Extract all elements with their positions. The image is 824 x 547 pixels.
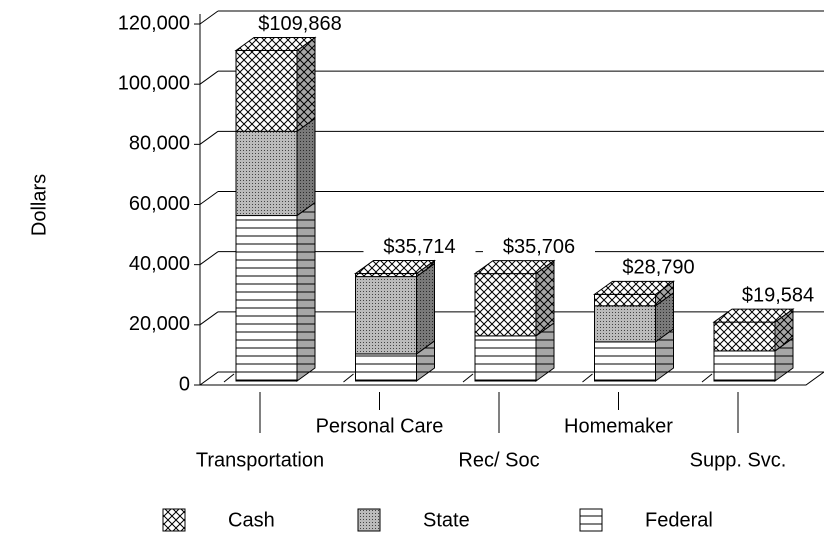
floor-divider bbox=[462, 373, 474, 383]
x-tick-label: Rec/ Soc bbox=[458, 449, 539, 471]
x-tick-label: Personal Care bbox=[316, 415, 444, 437]
total-label: $35,706 bbox=[503, 236, 575, 258]
bar-segment bbox=[474, 335, 537, 382]
floor-divider bbox=[223, 373, 235, 383]
legend-label: State bbox=[423, 509, 470, 531]
y-tick-label: 40,000 bbox=[129, 253, 190, 275]
x-tick-label: Homemaker bbox=[564, 415, 673, 437]
bar-side-shade bbox=[536, 322, 554, 381]
total-label: $28,790 bbox=[622, 257, 694, 279]
bar-segment bbox=[594, 305, 656, 343]
total-label-bg bbox=[483, 235, 595, 260]
y-tick-label: 120,000 bbox=[118, 12, 190, 34]
bar-segment bbox=[594, 293, 656, 307]
total-label-bg bbox=[363, 235, 476, 260]
bar-segment bbox=[235, 49, 298, 132]
y-tick-label: 100,000 bbox=[118, 72, 190, 94]
legend-label: Cash bbox=[228, 509, 275, 531]
bar-top bbox=[234, 36, 317, 51]
y-tick-label: 60,000 bbox=[129, 193, 190, 215]
grid-line bbox=[199, 130, 219, 145]
total-label-bg bbox=[244, 12, 356, 37]
bar-segment bbox=[355, 353, 417, 382]
bar-segment bbox=[594, 341, 656, 382]
total-label-bg bbox=[722, 284, 824, 309]
bar-segment bbox=[235, 215, 298, 382]
floor-divider bbox=[582, 373, 593, 383]
bar-segment bbox=[713, 350, 776, 382]
bar-segment bbox=[355, 276, 417, 355]
bar-side-shade bbox=[416, 260, 435, 277]
bar-side-shade bbox=[297, 118, 315, 216]
floor-divider bbox=[701, 373, 713, 383]
bar-segment bbox=[713, 321, 776, 352]
grid-line bbox=[199, 191, 219, 205]
bar-side-shade bbox=[775, 337, 793, 381]
bar-top bbox=[353, 260, 437, 275]
legend-swatch bbox=[579, 508, 603, 532]
grid-line bbox=[199, 311, 219, 326]
floor-divider bbox=[343, 373, 354, 383]
y-tick-label: 0 bbox=[179, 373, 190, 395]
legend-label: Federal bbox=[645, 509, 713, 531]
legend-swatch bbox=[162, 508, 186, 532]
bar-side-shade bbox=[775, 309, 793, 351]
total-label: $109,868 bbox=[258, 13, 341, 35]
bar-top bbox=[473, 260, 556, 275]
x-tick-label: Transportation bbox=[196, 449, 324, 471]
grid-line bbox=[199, 70, 219, 85]
y-tick-label: 20,000 bbox=[129, 313, 190, 335]
bar-side-shade bbox=[655, 328, 674, 381]
bar-side-shade bbox=[297, 202, 315, 381]
total-label: $19,584 bbox=[742, 284, 814, 306]
bar-top bbox=[592, 280, 676, 295]
floor bbox=[198, 371, 824, 386]
bar-top bbox=[712, 308, 795, 323]
legend-swatch bbox=[357, 508, 381, 532]
total-label-bg bbox=[602, 256, 715, 281]
bar-side-shade bbox=[416, 263, 435, 354]
bar-side-shade bbox=[655, 292, 674, 342]
bar-side-shade bbox=[536, 260, 554, 336]
bar-segment bbox=[235, 130, 298, 217]
grid-line bbox=[199, 251, 219, 266]
x-tick-label: Supp. Svc. bbox=[690, 449, 787, 471]
y-tick-label: 80,000 bbox=[129, 133, 190, 155]
grid-line bbox=[199, 10, 219, 25]
bar-segment bbox=[474, 273, 537, 337]
y-axis-label: Dollars bbox=[28, 174, 50, 236]
total-label: $35,714 bbox=[383, 236, 455, 258]
bar-side-shade bbox=[297, 37, 315, 132]
bar-side-shade bbox=[655, 281, 674, 306]
